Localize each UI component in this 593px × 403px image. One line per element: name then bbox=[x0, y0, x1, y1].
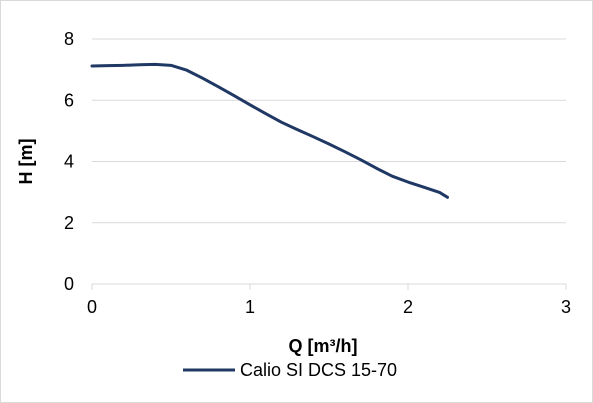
x-tick-label-1: 1 bbox=[245, 297, 255, 317]
grid-layer bbox=[92, 38, 566, 224]
y-tick-label-6: 6 bbox=[64, 90, 74, 110]
y-tick-label-8: 8 bbox=[64, 29, 74, 49]
y-tick-label-4: 4 bbox=[64, 152, 74, 172]
series-line-0 bbox=[90, 62, 449, 199]
x-tick-label-2: 2 bbox=[403, 297, 413, 317]
tick-layer: 0 1 2 3 0 2 4 6 8 bbox=[64, 29, 571, 317]
x-axis-title: Q [m³/h] bbox=[289, 336, 358, 356]
y-tick-label-0: 0 bbox=[64, 274, 74, 294]
y-axis-title: H [m] bbox=[16, 139, 36, 185]
legend-series-label: Calio SI DCS 15-70 bbox=[240, 360, 397, 380]
x-tick-label-3: 3 bbox=[561, 297, 571, 317]
y-tick-label-2: 2 bbox=[64, 213, 74, 233]
x-tick-label-0: 0 bbox=[87, 297, 97, 317]
legend: Calio SI DCS 15-70 bbox=[183, 360, 397, 380]
series-layer bbox=[90, 62, 449, 199]
